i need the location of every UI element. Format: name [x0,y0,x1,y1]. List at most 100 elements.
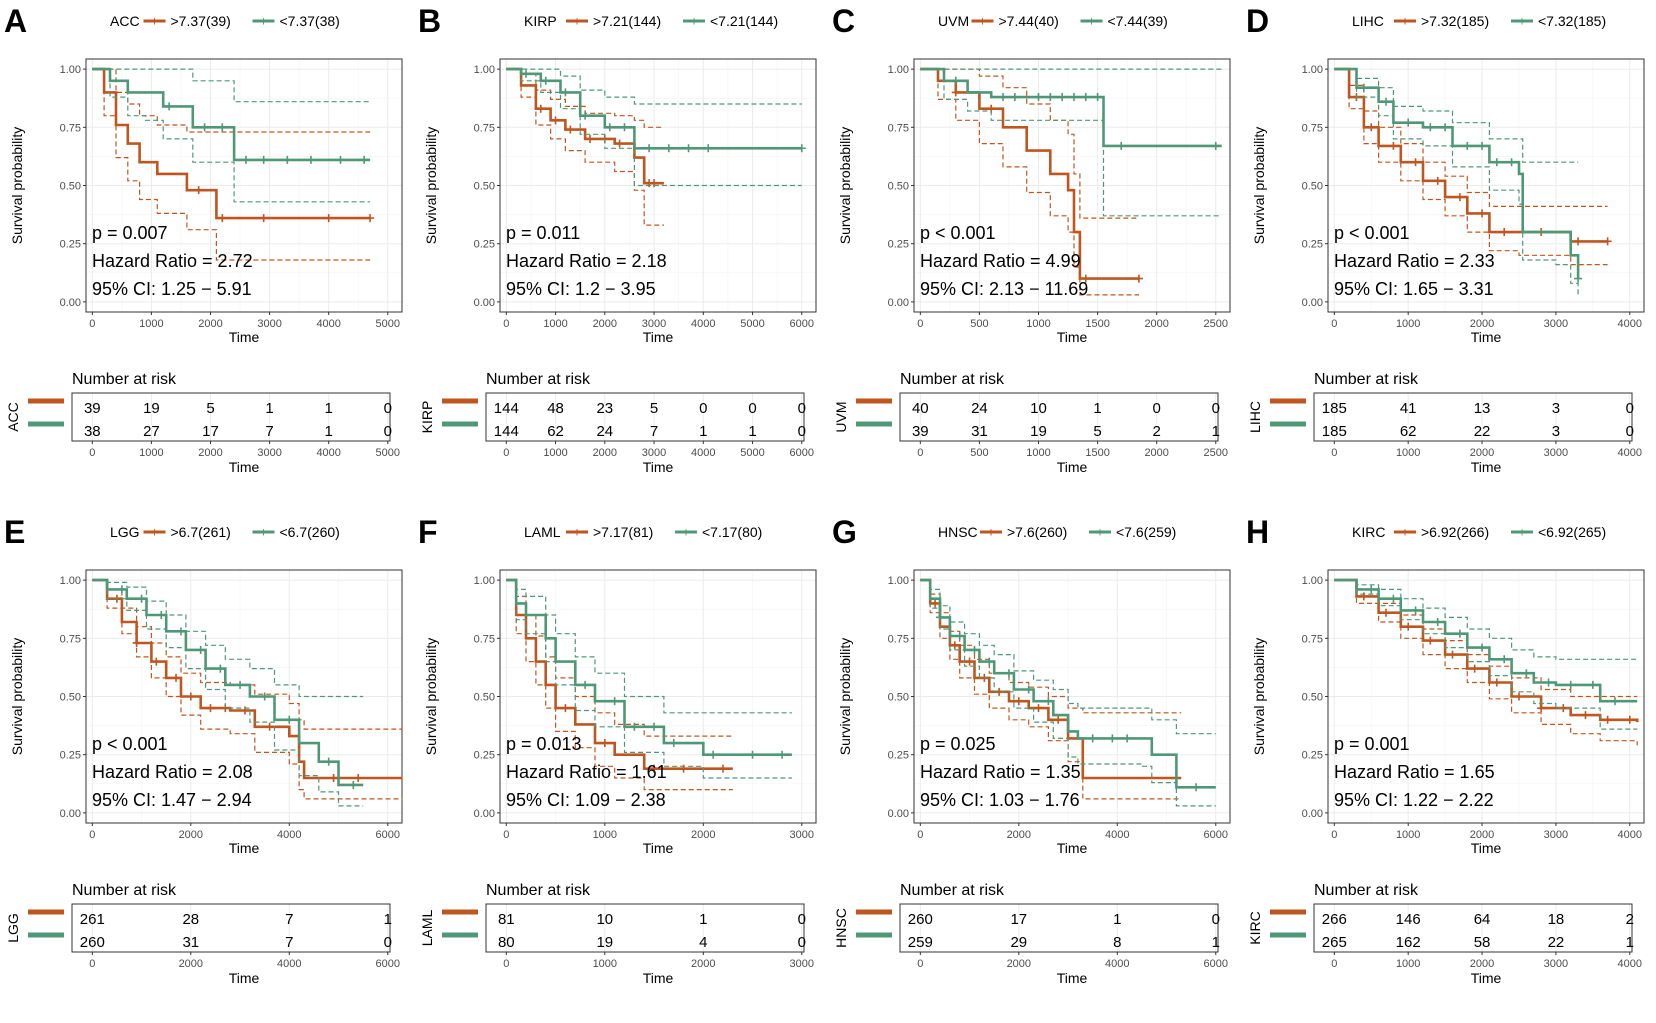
risk-x-tick-label: 5000 [740,447,764,459]
risk-table-frame [1313,903,1633,953]
x-axis-title: Time [1057,840,1088,856]
ci-lower-low [506,68,802,187]
legend-low-censor-mark: + [1518,525,1526,540]
x-tick-label: 3000 [1544,318,1568,330]
censor-mark-low [1463,141,1472,150]
risk-count-high: 39 [84,400,101,417]
risk-count-low: 62 [1400,423,1417,440]
censor-mark-low [285,715,294,724]
censor-mark-low [1455,629,1464,638]
censor-mark-low [1093,93,1102,102]
risk-count-low: 24 [596,423,613,440]
risk-table-title: Number at risk [486,371,591,388]
censor-mark-high [931,599,940,608]
x-axis-title: Time [1471,329,1502,345]
censor-mark-high [265,722,274,731]
censor-mark-low [196,645,205,654]
x-tick-label: 0 [89,829,95,841]
hazard-ratio-text: Hazard Ratio = 2.72 [92,251,253,271]
ci-upper-low [1334,579,1638,660]
risk-x-tick-label: 1000 [593,958,617,970]
y-tick-label: 0.75 [474,122,495,134]
risk-count-high: 28 [182,911,199,928]
risk-table-ylabel: LIHC [1247,401,1263,433]
legend-low-label: <7.6(259) [1116,524,1176,540]
y-tick-label: 0.00 [888,808,909,820]
legend-low-censor-mark: + [690,14,698,29]
censor-mark-low [216,664,225,673]
risk-table-title: Number at risk [900,371,1005,388]
x-tick-label: 4000 [691,318,715,330]
risk-count-high: 1 [699,911,707,928]
censor-mark-low [1522,669,1531,678]
x-tick-label: 2000 [593,318,617,330]
risk-count-low: 7 [285,934,293,951]
censor-mark-high [561,704,570,713]
censor-mark-high [194,186,203,195]
censor-mark-low [1046,93,1055,102]
censor-mark-low [1404,118,1413,127]
y-tick-label: 0.75 [888,122,909,134]
legend-high-label: >7.37(39) [171,13,231,29]
km-panel-c: C UVM + >7.44(40) + <7.44(39) 0.00 0.25 0.50 0.75… [828,0,1242,511]
risk-x-tick-label: 4000 [691,447,715,459]
ci-lower-high [1334,68,1608,266]
legend-high-label: >7.44(40) [999,13,1059,29]
censor-mark-low [610,697,619,706]
risk-count-high: 7 [285,911,293,928]
x-tick-label: 4000 [1105,829,1129,841]
ci-text: 95% CI: 1.09 − 2.38 [506,790,666,810]
risk-table-frame [71,392,391,442]
y-tick-label: 0.50 [888,692,909,704]
censor-mark-low [1389,594,1398,603]
risk-count-high: 0 [384,400,392,417]
y-tick-label: 0.00 [60,808,81,820]
ci-lower-high [92,579,403,800]
censor-mark-low [985,657,994,666]
censor-mark-high [1514,692,1523,701]
risk-x-tick-label: 4000 [1105,958,1129,970]
x-tick-label: 2000 [179,829,203,841]
risk-x-tick-label: 4000 [316,447,340,459]
censor-mark-high [1448,650,1457,659]
y-tick-label: 0.25 [60,239,81,251]
y-tick-label: 0.25 [474,239,495,251]
km-panel-d: D LIHC + >7.32(185) + <7.32(185) 0.00 0.25 0.50 0… [1242,0,1656,511]
censor-mark-high [1500,228,1509,237]
risk-x-tick-label: 1500 [1085,447,1109,459]
y-tick-label: 0.25 [888,750,909,762]
censor-mark-low [283,155,292,164]
censor-mark-low [650,722,659,731]
risk-count-low: 19 [1030,423,1047,440]
hazard-ratio-text: Hazard Ratio = 1.65 [1334,762,1495,782]
censor-mark-high [600,739,609,748]
legend-high-censor-mark: + [987,525,995,540]
censor-mark-high [1603,715,1612,724]
censor-mark-low [748,750,757,759]
risk-x-tick-label: 2000 [593,447,617,459]
censor-mark-low [336,155,345,164]
risk-count-high: 260 [908,911,933,928]
y-tick-label: 1.00 [1302,575,1323,587]
risk-table-ylabel: LAML [419,910,435,947]
censor-mark-high [1411,158,1420,167]
panel-letter: B [418,3,441,39]
censor-mark-low [951,76,960,85]
censor-mark-low [1574,274,1583,283]
legend-title: LIHC [1352,13,1384,29]
x-tick-label: 4000 [1618,829,1642,841]
risk-table-border [1313,903,1633,953]
ci-text: 95% CI: 1.25 − 5.91 [92,279,252,299]
censor-mark-high [186,692,195,701]
risk-table-border [71,903,391,953]
censor-mark-low [1478,141,1487,150]
panel-letter: E [4,514,25,550]
censor-mark-low [645,144,654,153]
legend-high-censor-mark: + [1401,14,1409,29]
risk-count-high: 1 [265,400,273,417]
survival-curve-low [92,578,364,787]
x-tick-label: 2000 [198,318,222,330]
risk-count-high: 81 [498,911,515,928]
risk-count-low: 1 [748,423,756,440]
risk-count-low: 1 [699,423,707,440]
